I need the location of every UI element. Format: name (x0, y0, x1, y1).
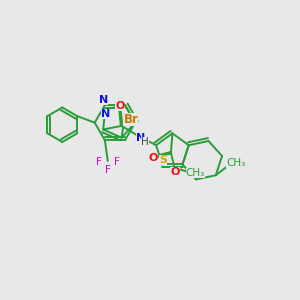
Text: F: F (105, 166, 111, 176)
Text: N: N (99, 95, 108, 105)
Text: O: O (148, 153, 158, 163)
Text: O: O (116, 101, 125, 111)
Text: N: N (136, 133, 145, 143)
Text: S: S (159, 155, 167, 165)
Text: CH₃: CH₃ (226, 158, 245, 168)
Text: F: F (114, 157, 120, 166)
Text: H: H (142, 137, 149, 147)
Text: Br: Br (123, 113, 138, 126)
Text: O: O (170, 167, 180, 177)
Text: F: F (96, 157, 102, 166)
Text: N: N (101, 110, 110, 119)
Text: CH₃: CH₃ (186, 169, 205, 178)
